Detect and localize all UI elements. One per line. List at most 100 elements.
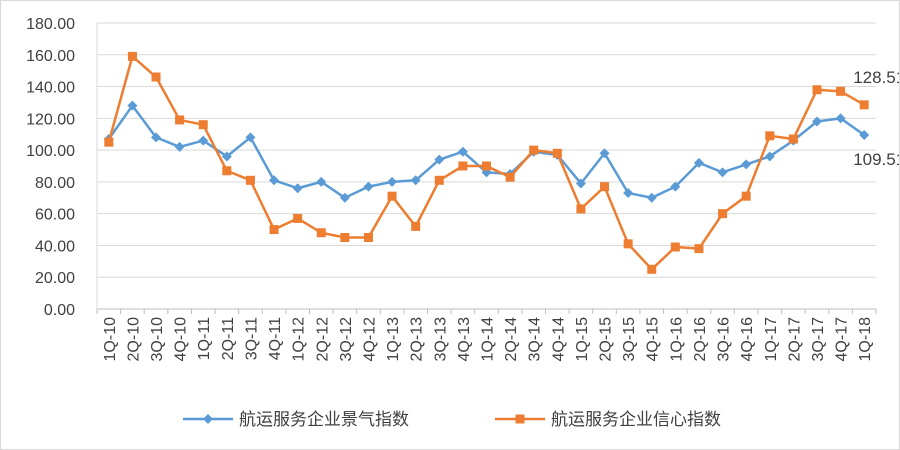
data-point (293, 213, 303, 223)
data-point (127, 51, 137, 61)
data-point (646, 192, 657, 203)
data-point (411, 221, 421, 231)
gridlines (96, 22, 877, 314)
legend-item: 航运服务企业信心指数 (495, 410, 721, 430)
x-tick-label: 2Q-16 (692, 317, 709, 362)
data-point (316, 176, 327, 187)
x-tick-label: 2Q-13 (409, 317, 426, 362)
y-axis-tick-labels: 0.00 20.00 40.00 60.00 80.00 100.00 120.00 140.… (26, 16, 75, 319)
data-point (363, 181, 374, 192)
y-tick-label: 120.00 (26, 111, 75, 128)
legend-label: 航运服务企业信心指数 (551, 410, 721, 430)
data-point (482, 161, 491, 171)
x-tick-label: 1Q-17 (763, 317, 780, 362)
data-point (175, 115, 185, 125)
data-point (741, 159, 752, 170)
data-point (599, 148, 610, 159)
series-lines (103, 51, 870, 274)
x-tick-label: 3Q-12 (338, 317, 355, 362)
legend-item: 航运服务企业景气指数 (183, 410, 409, 430)
x-tick-label: 3Q-16 (716, 317, 733, 362)
data-point (859, 130, 870, 141)
data-point (765, 131, 775, 141)
data-point (198, 120, 208, 130)
x-tick-label: 2Q-17 (786, 317, 803, 362)
data-point (151, 72, 161, 82)
x-tick-label: 1Q-12 (291, 317, 308, 362)
data-point (292, 183, 303, 194)
data-point (788, 134, 798, 144)
x-axis-tick-labels: 1Q-10 2Q-10 3Q-10 4Q-10 1Q-11 2Q-11 3Q-11 4Q-11… (102, 317, 874, 362)
data-point (575, 178, 586, 189)
x-tick-label: 2Q-12 (314, 317, 331, 362)
data-point (576, 204, 586, 214)
data-point (458, 161, 468, 171)
data-point (693, 157, 704, 168)
data-point (387, 191, 397, 201)
data-point (245, 132, 256, 143)
x-tick-label: 3Q-14 (527, 317, 544, 362)
y-tick-label: 160.00 (26, 48, 75, 65)
data-point (222, 166, 232, 176)
y-tick-label: 180.00 (26, 16, 75, 33)
x-tick-label: 3Q-15 (621, 317, 638, 362)
data-point (127, 100, 138, 111)
x-tick-label: 4Q-13 (456, 317, 473, 362)
x-tick-label: 4Q-17 (834, 317, 851, 362)
data-point (245, 175, 255, 185)
data-point (434, 154, 445, 165)
data-point (198, 135, 209, 146)
x-tick-label: 3Q-13 (432, 317, 449, 362)
data-point (434, 175, 444, 185)
x-tick-label: 1Q-18 (857, 317, 874, 362)
y-tick-label: 40.00 (35, 238, 75, 255)
y-tick-label: 20.00 (35, 270, 75, 287)
x-tick-label: 4Q-15 (645, 317, 662, 362)
series-end-label: 109.51 (853, 150, 899, 169)
y-tick-label: 100.00 (26, 143, 75, 160)
data-point (670, 242, 680, 252)
data-point (221, 151, 232, 162)
x-tick-label: 4Q-14 (550, 317, 567, 362)
data-point (694, 244, 704, 254)
data-point (764, 151, 775, 162)
x-tick-label: 4Q-12 (361, 317, 378, 362)
data-point (457, 146, 468, 157)
data-labels: 109.51 128.51 (853, 68, 899, 169)
data-point (151, 132, 162, 143)
data-point (269, 225, 279, 235)
y-tick-label: 0.00 (44, 302, 75, 319)
y-tick-label: 80.00 (35, 175, 75, 192)
x-tick-label: 1Q-16 (668, 317, 685, 362)
x-tick-label: 3Q-17 (810, 317, 827, 362)
x-tick-label: 3Q-11 (243, 317, 260, 360)
data-point (174, 141, 185, 152)
data-point (529, 145, 539, 155)
series-1 (103, 100, 870, 203)
data-point (812, 85, 822, 95)
data-point (859, 100, 869, 110)
data-point (387, 176, 398, 187)
data-point (340, 233, 350, 242)
x-tick-label: 2Q-14 (503, 317, 520, 362)
data-point (363, 233, 373, 242)
legend-label: 航运服务企业景气指数 (239, 410, 409, 430)
x-tick-label: 1Q-11 (196, 317, 213, 360)
data-point (339, 192, 350, 203)
x-tick-label: 2Q-10 (125, 317, 142, 362)
data-point (600, 182, 610, 192)
series-2 (104, 51, 869, 274)
data-point (410, 175, 421, 186)
x-tick-label: 4Q-10 (173, 317, 190, 362)
x-tick-label: 1Q-13 (385, 317, 402, 362)
legend: 航运服务企业景气指数 航运服务企业信心指数 (183, 410, 721, 430)
data-point (741, 191, 751, 201)
x-tick-label: 1Q-14 (480, 317, 497, 362)
data-point (505, 172, 515, 182)
data-point (836, 86, 846, 96)
x-tick-label: 1Q-15 (574, 317, 591, 362)
legend-marker (515, 414, 525, 424)
x-tick-label: 2Q-11 (220, 317, 237, 360)
